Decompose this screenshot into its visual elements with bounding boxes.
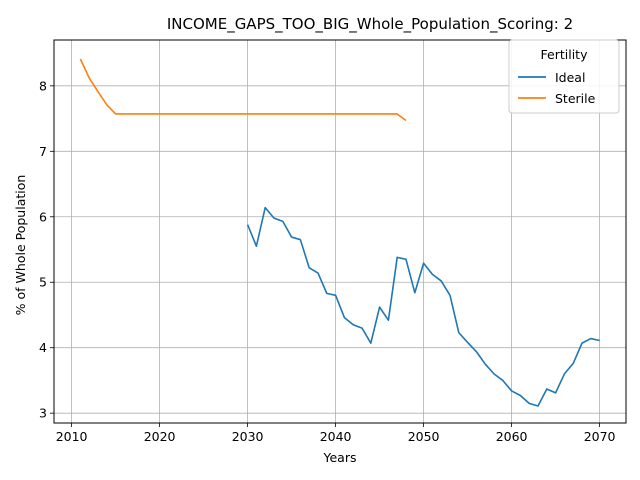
x-tick-label: 2040 [320, 429, 352, 444]
series-line-ideal [246, 206, 600, 407]
x-tick-label: 2060 [496, 429, 528, 444]
legend-label-sterile: Sterile [555, 91, 596, 106]
x-tick-label: 2030 [232, 429, 264, 444]
y-tick-label: 5 [39, 275, 47, 290]
series-line-sterile [79, 58, 407, 122]
x-tick-label: 2020 [144, 429, 176, 444]
x-tick-label: 2010 [56, 429, 88, 444]
grid [54, 40, 626, 423]
legend-title: Fertility [541, 47, 589, 62]
y-tick-label: 6 [39, 209, 47, 224]
legend: Fertility Ideal Sterile [508, 39, 620, 114]
y-tick-label: 8 [39, 78, 47, 93]
chart-title: INCOME_GAPS_TOO_BIG_Whole_Population_Sco… [167, 15, 573, 34]
plot-frame [53, 39, 627, 424]
y-axis-label: % of Whole Population [13, 175, 28, 316]
legend-box [508, 39, 620, 114]
x-axis-label: Years [323, 450, 357, 465]
y-tick-label: 4 [39, 340, 47, 355]
series-lines [79, 58, 600, 407]
legend-label-ideal: Ideal [555, 70, 585, 85]
y-tick-label: 7 [39, 144, 47, 159]
y-tick-label: 3 [39, 406, 47, 421]
axis-ticks: 2010 2020 2030 2040 2050 2060 2070 3 4 5 6 7 8 [39, 78, 616, 444]
x-tick-label: 2070 [584, 429, 616, 444]
x-tick-label: 2050 [408, 429, 440, 444]
